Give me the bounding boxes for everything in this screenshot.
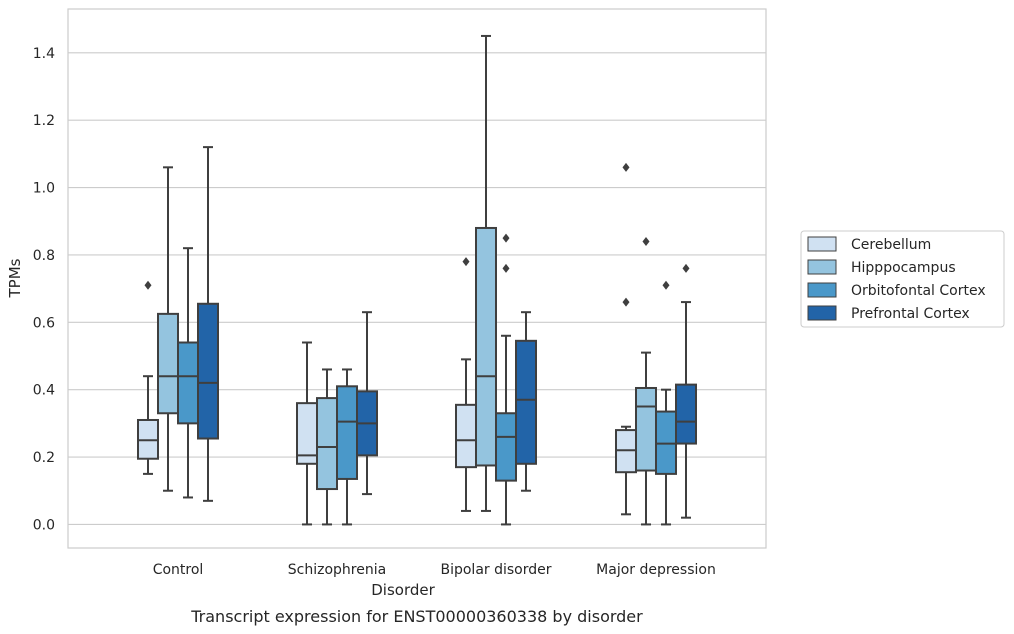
legend-swatch [807,236,837,252]
box-3-0 [615,162,637,516]
y-tick-label: 0.4 [33,383,55,399]
legend: Cerebellum Hipppocampus Orbitofontal Corte… [800,230,1005,328]
y-tick-label: 0.6 [33,315,55,331]
legend-label: Orbitofontal Cortex [851,283,986,299]
outlier-marker [502,233,510,243]
box-0-3 [197,146,219,502]
outlier-marker [662,280,670,290]
box-body [515,339,537,465]
box-body [316,397,338,491]
y-tick-label: 1.0 [33,181,55,197]
legend-swatch [807,305,837,321]
chart-caption: Transcript expression for ENST0000036033… [190,607,643,626]
y-tick-labels: 0.0 0.2 0.4 0.6 0.8 1.0 1.2 1.4 [33,46,55,534]
legend-frame [800,230,1005,328]
legend-swatch [807,282,837,298]
plot-frame [67,8,767,549]
box-3-3 [675,263,697,519]
box-body [455,403,477,469]
x-tick-labels: Control Schizophrenia Bipolar disorder Majo… [153,562,716,578]
outlier-marker [462,257,470,267]
y-axis-title: TPMs [6,258,24,298]
box-body [475,226,497,467]
box-body [675,383,697,445]
box-0-0 [137,280,159,475]
box-0-1 [157,166,179,492]
box-body [495,412,517,482]
y-tick-label: 0.8 [33,248,55,264]
box-body [635,386,657,472]
box-2-3 [515,311,537,492]
outlier-marker [642,236,650,246]
box-body [177,341,199,425]
box-body [197,302,219,440]
box-1-3 [356,311,378,496]
x-tick-label: Control [153,562,204,578]
legend-label: Cerebellum [851,237,931,253]
box-1-1 [316,368,338,526]
x-axis-title: Disorder [371,581,435,599]
box-2-2 [495,233,517,526]
x-tick-label: Bipolar disorder [440,562,551,578]
x-tick-label: Schizophrenia [288,562,386,578]
legend-swatch [807,259,837,275]
y-tick-label: 0.0 [33,517,55,533]
y-tick-label: 1.4 [33,46,55,62]
box-body [336,385,358,480]
outlier-marker [144,280,152,290]
outlier-marker [682,263,690,273]
outlier-marker [622,297,630,307]
box-2-1 [475,34,497,512]
outlier-marker [502,263,510,273]
y-tick-label: 1.2 [33,113,55,129]
box-body [157,312,179,415]
box-groups [137,34,697,526]
y-tick-label: 0.2 [33,450,55,466]
legend-label: Hipppocampus [851,260,956,276]
legend-label: Prefrontal Cortex [851,306,970,322]
outlier-marker [622,162,630,172]
x-tick-label: Major depression [596,562,716,578]
